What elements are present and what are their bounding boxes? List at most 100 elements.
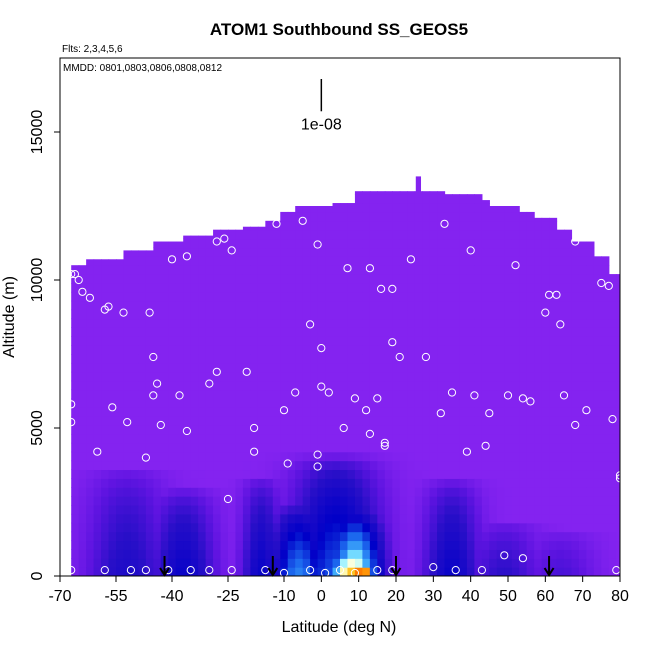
heatmap-cell — [228, 531, 237, 542]
heatmap-cell — [145, 345, 154, 355]
heatmap-cell — [332, 274, 341, 284]
heatmap-cell — [541, 442, 550, 453]
heatmap-cell — [616, 291, 620, 302]
heatmap-cell — [153, 460, 162, 471]
heatmap-cell — [481, 478, 490, 488]
heatmap-cell — [123, 327, 132, 337]
heatmap-cell — [578, 336, 587, 346]
heatmap-cell — [616, 345, 620, 355]
heatmap-cell — [586, 318, 595, 328]
heatmap-cell — [504, 220, 513, 231]
heatmap-cell — [556, 274, 565, 284]
heatmap-cell — [228, 442, 237, 453]
heatmap-cell — [295, 540, 304, 550]
heatmap-cell — [220, 469, 229, 479]
heatmap-cell — [332, 558, 341, 568]
heatmap-cell — [399, 398, 408, 408]
heatmap-cell — [295, 478, 304, 488]
heatmap-cell — [295, 496, 304, 506]
heatmap-cell — [377, 191, 386, 195]
heatmap-cell — [556, 362, 565, 373]
heatmap-cell — [93, 274, 102, 284]
heatmap-cell — [325, 389, 334, 399]
heatmap-cell — [235, 238, 244, 249]
heatmap-cell — [198, 235, 207, 240]
heatmap-cell — [205, 442, 214, 453]
heatmap-cell — [556, 265, 565, 275]
heatmap-cell — [616, 371, 620, 382]
heatmap-cell — [466, 487, 475, 497]
heatmap-cell — [332, 504, 341, 515]
heatmap-cell — [287, 496, 296, 506]
heatmap-cell — [213, 229, 222, 240]
heatmap-cell — [175, 291, 184, 302]
heatmap-cell — [541, 433, 550, 444]
heatmap-cell — [108, 300, 117, 311]
heatmap-cell — [153, 362, 162, 373]
heatmap-cell — [272, 371, 281, 382]
sample-point — [511, 261, 520, 270]
heatmap-cell — [183, 416, 192, 426]
heatmap-cell — [116, 416, 125, 426]
heatmap-cell — [444, 274, 453, 284]
sample-point — [518, 394, 528, 403]
heatmap-cell — [601, 504, 610, 515]
heatmap-cell — [474, 540, 483, 550]
heatmap-cell — [578, 469, 587, 479]
heatmap-cell — [250, 282, 259, 293]
heatmap-cell — [220, 451, 229, 462]
heatmap-cell — [71, 300, 80, 311]
heatmap-cell — [220, 460, 229, 471]
heatmap-cell — [452, 513, 461, 524]
heatmap-cell — [526, 362, 535, 373]
heatmap-cell — [519, 327, 528, 337]
heatmap-cell — [407, 354, 416, 364]
heatmap-cell — [534, 460, 543, 471]
heatmap-cell — [138, 496, 147, 506]
heatmap-cell — [86, 425, 95, 435]
heatmap-cell — [71, 522, 80, 533]
heatmap-cell — [534, 291, 543, 302]
heatmap-cell — [392, 282, 401, 293]
heatmap-cell — [362, 380, 371, 391]
heatmap-cell — [369, 380, 378, 391]
heatmap-cell — [86, 327, 95, 337]
heatmap-cell — [415, 176, 422, 198]
heatmap-cell — [183, 354, 192, 364]
heatmap-cell — [511, 282, 520, 293]
heatmap-cell — [198, 425, 207, 435]
heatmap-cell — [399, 220, 408, 231]
heatmap-cell — [354, 478, 363, 488]
heatmap-cell — [190, 567, 199, 576]
heatmap-cell — [489, 558, 498, 568]
heatmap-cell — [608, 336, 617, 346]
heatmap-cell — [347, 380, 356, 391]
heatmap-cell — [392, 300, 401, 311]
heatmap-cell — [310, 345, 319, 355]
heatmap-cell — [362, 504, 371, 515]
heatmap-cell — [220, 309, 229, 320]
heatmap-cell — [347, 300, 356, 311]
heatmap-cell — [78, 398, 87, 408]
heatmap-cell — [519, 451, 528, 462]
heatmap-cell — [242, 274, 251, 284]
heatmap-cell — [519, 229, 528, 240]
heatmap-cell — [257, 309, 266, 320]
heatmap-cell — [235, 389, 244, 399]
heatmap-cell — [168, 425, 177, 435]
heatmap-cell — [489, 300, 498, 311]
heatmap-cell — [190, 371, 199, 382]
heatmap-cell — [369, 496, 378, 506]
heatmap-cell — [101, 380, 110, 391]
heatmap-cell — [578, 433, 587, 444]
heatmap-cell — [399, 247, 408, 257]
heatmap-cell — [384, 460, 393, 471]
heatmap-cell — [123, 265, 132, 275]
heatmap-cell — [190, 540, 199, 550]
heatmap-cell — [564, 398, 573, 408]
heatmap-cell — [407, 433, 416, 444]
flights-label: Flts: 2,3,4,5,6 — [62, 44, 123, 55]
heatmap-cell — [213, 549, 222, 559]
heatmap-cell — [511, 238, 520, 249]
heatmap-cell — [496, 256, 505, 266]
